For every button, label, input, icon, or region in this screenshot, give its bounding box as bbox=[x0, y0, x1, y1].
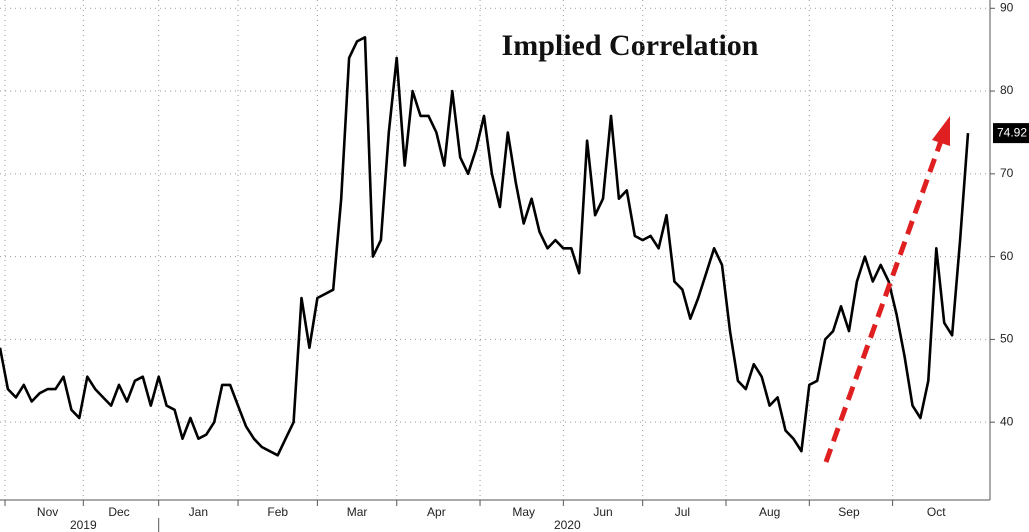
last-value-box bbox=[993, 123, 1029, 144]
year-label: 2019 bbox=[70, 518, 97, 532]
arrow-head bbox=[932, 116, 950, 146]
y-tick-label: 80 bbox=[1000, 83, 1014, 97]
y-tick-label: 70 bbox=[1000, 166, 1014, 180]
x-tick-label: Mar bbox=[347, 505, 368, 519]
x-tick-label: Feb bbox=[267, 505, 288, 519]
last-value-label: 74.92 bbox=[997, 125, 1027, 139]
x-tick-label: May bbox=[512, 505, 535, 519]
arrow-shaft bbox=[823, 137, 945, 463]
y-tick-label: 60 bbox=[1000, 249, 1014, 263]
year-label: 2020 bbox=[554, 518, 581, 532]
x-tick-label: Sep bbox=[838, 505, 860, 519]
series-line bbox=[0, 36, 970, 457]
x-tick-label: Apr bbox=[427, 505, 446, 519]
x-tick-label: Nov bbox=[37, 505, 58, 519]
x-tick-label: Jul bbox=[675, 505, 690, 519]
x-tick-label: Jun bbox=[593, 505, 612, 519]
y-tick-label: 90 bbox=[1000, 0, 1014, 14]
x-tick-label: Aug bbox=[759, 505, 780, 519]
trend-arrow bbox=[823, 116, 950, 463]
x-tick-label: Jan bbox=[189, 505, 208, 519]
chart-title: Implied Correlation bbox=[502, 29, 759, 62]
x-tick-label: Oct bbox=[927, 505, 946, 519]
y-tick-label: 40 bbox=[1000, 414, 1014, 428]
y-tick-label: 50 bbox=[1000, 332, 1014, 346]
x-tick-label: Dec bbox=[108, 505, 129, 519]
